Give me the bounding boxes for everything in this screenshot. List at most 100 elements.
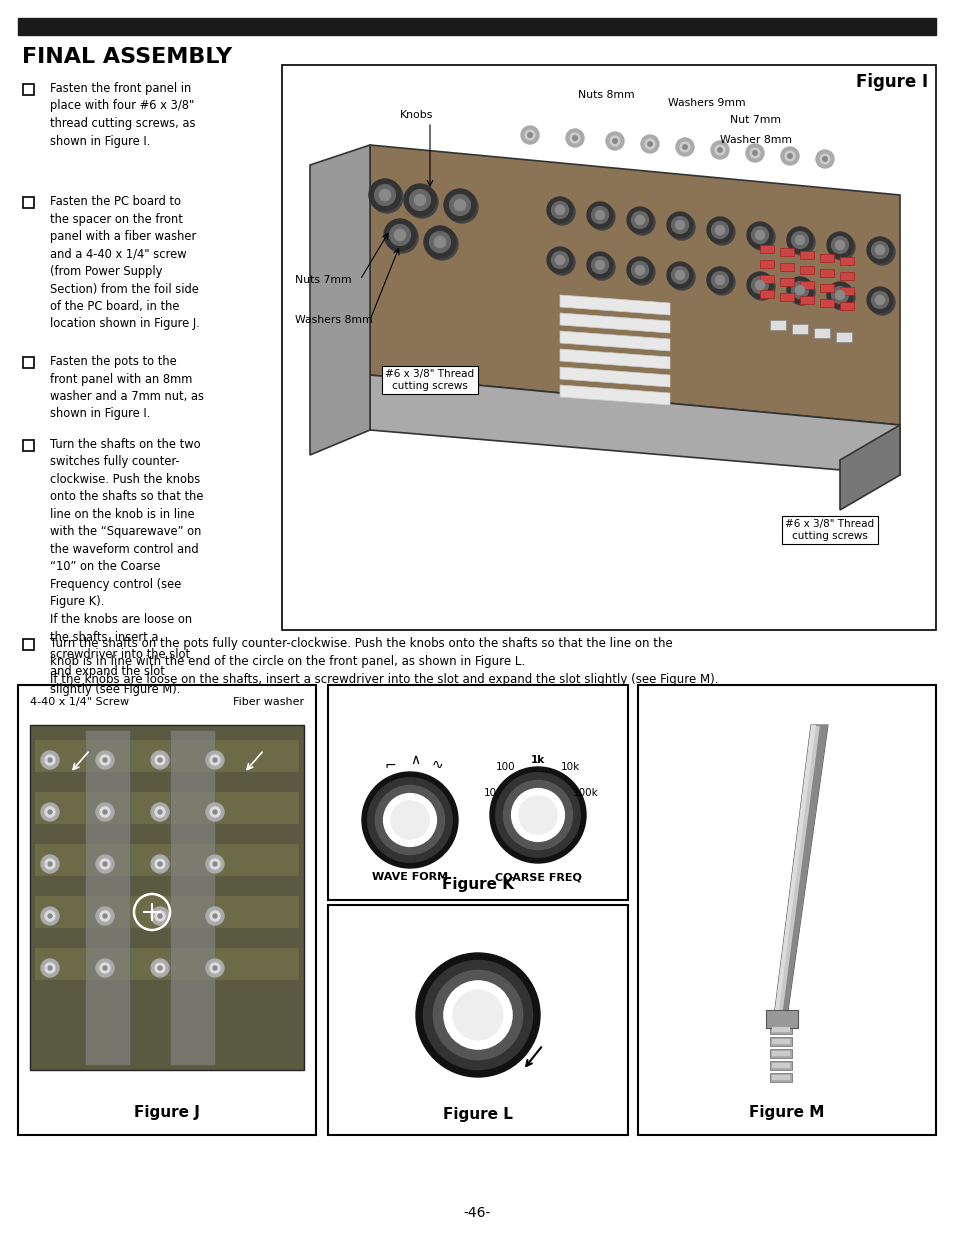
Circle shape	[48, 914, 52, 918]
Circle shape	[668, 214, 695, 240]
Circle shape	[41, 960, 59, 977]
Circle shape	[48, 966, 52, 969]
Circle shape	[866, 237, 892, 263]
Circle shape	[416, 953, 539, 1077]
Circle shape	[434, 236, 445, 247]
Circle shape	[449, 195, 470, 215]
Circle shape	[831, 237, 847, 253]
Circle shape	[749, 148, 760, 158]
Circle shape	[626, 257, 652, 283]
Circle shape	[48, 758, 52, 762]
Bar	[780, 263, 793, 270]
Circle shape	[551, 252, 568, 268]
Circle shape	[206, 855, 224, 873]
Circle shape	[100, 806, 110, 818]
Circle shape	[565, 128, 583, 147]
Circle shape	[708, 269, 734, 295]
Circle shape	[708, 219, 734, 245]
Circle shape	[206, 960, 224, 977]
Text: Washers 9mm: Washers 9mm	[667, 98, 745, 107]
Text: ∧: ∧	[410, 753, 419, 767]
Polygon shape	[559, 350, 669, 369]
Circle shape	[748, 274, 774, 300]
Bar	[800, 282, 813, 289]
Circle shape	[751, 226, 768, 243]
Circle shape	[96, 803, 113, 821]
Circle shape	[213, 966, 216, 969]
Circle shape	[406, 186, 437, 219]
Polygon shape	[310, 144, 370, 454]
Circle shape	[828, 284, 854, 310]
Circle shape	[751, 277, 768, 294]
Circle shape	[666, 212, 692, 238]
Circle shape	[210, 806, 220, 818]
Text: Washers 8mm: Washers 8mm	[294, 315, 373, 325]
Circle shape	[527, 132, 532, 137]
Circle shape	[795, 285, 803, 295]
Circle shape	[210, 963, 220, 973]
Circle shape	[443, 189, 476, 221]
Bar	[800, 251, 813, 259]
Text: 10k: 10k	[559, 762, 579, 772]
Text: #6 x 3/8" Thread
cutting screws: #6 x 3/8" Thread cutting screws	[385, 369, 474, 390]
Circle shape	[151, 855, 169, 873]
Circle shape	[103, 810, 107, 814]
Circle shape	[628, 259, 655, 285]
Circle shape	[100, 860, 110, 869]
Bar	[800, 266, 813, 274]
Circle shape	[826, 282, 852, 308]
Circle shape	[781, 147, 799, 165]
Circle shape	[711, 272, 728, 289]
Polygon shape	[772, 725, 827, 1025]
Circle shape	[786, 277, 812, 303]
Circle shape	[154, 911, 165, 921]
Circle shape	[96, 906, 113, 925]
Circle shape	[384, 219, 416, 251]
Circle shape	[835, 241, 843, 249]
Polygon shape	[781, 725, 827, 1025]
Circle shape	[626, 207, 652, 233]
Circle shape	[45, 963, 55, 973]
Bar	[820, 299, 833, 308]
Text: ⌐: ⌐	[385, 758, 396, 772]
Text: Nuts 8mm: Nuts 8mm	[578, 90, 634, 100]
Bar	[771, 1039, 789, 1044]
Circle shape	[706, 217, 732, 243]
Circle shape	[755, 231, 763, 240]
Circle shape	[682, 144, 686, 149]
Circle shape	[41, 803, 59, 821]
Text: ∿: ∿	[432, 758, 443, 772]
Circle shape	[511, 789, 564, 841]
Bar	[820, 254, 833, 262]
Bar	[771, 1051, 789, 1056]
Bar	[328, 685, 627, 900]
Circle shape	[706, 267, 732, 293]
Circle shape	[383, 794, 436, 846]
Circle shape	[828, 233, 854, 261]
Circle shape	[595, 210, 604, 220]
Bar	[282, 65, 935, 630]
Circle shape	[752, 151, 757, 156]
Bar	[35, 844, 298, 876]
Bar	[23, 638, 34, 650]
Circle shape	[715, 226, 723, 235]
Bar	[840, 272, 853, 280]
Circle shape	[443, 981, 512, 1049]
Circle shape	[375, 785, 444, 855]
Circle shape	[555, 256, 564, 264]
Circle shape	[520, 126, 538, 144]
Circle shape	[640, 135, 659, 153]
Circle shape	[676, 138, 693, 156]
Text: Figure M: Figure M	[748, 1105, 823, 1120]
Text: 1k: 1k	[530, 755, 544, 764]
Circle shape	[820, 154, 829, 164]
Circle shape	[868, 240, 894, 266]
Bar	[85, 730, 130, 1065]
Circle shape	[795, 236, 803, 245]
Circle shape	[546, 198, 573, 224]
Circle shape	[158, 966, 162, 969]
Circle shape	[100, 755, 110, 764]
Text: Fasten the PC board to
the spacer on the front
panel with a fiber washer
and a 4: Fasten the PC board to the spacer on the…	[50, 195, 200, 331]
Bar	[771, 1028, 789, 1032]
Polygon shape	[840, 425, 899, 510]
